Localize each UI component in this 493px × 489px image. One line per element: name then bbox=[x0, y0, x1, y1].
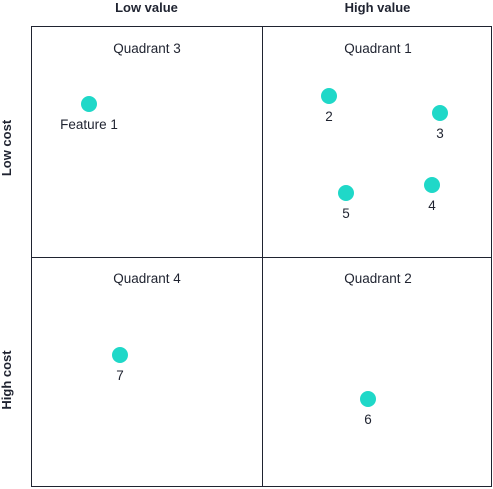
feature-label: 2 bbox=[325, 109, 333, 124]
feature-dot bbox=[112, 347, 128, 363]
feature-label: Feature 1 bbox=[60, 117, 118, 132]
column-header-high-value: High value bbox=[344, 0, 411, 15]
horizontal-divider bbox=[32, 257, 491, 258]
feature-dot bbox=[424, 177, 440, 193]
column-header-low-value: Low value bbox=[115, 0, 178, 15]
row-header-low-cost: Low cost bbox=[0, 119, 14, 177]
feature-dot bbox=[321, 88, 337, 104]
feature-label: 6 bbox=[364, 412, 372, 427]
feature-dot bbox=[81, 96, 97, 112]
feature-label: 7 bbox=[116, 368, 124, 383]
feature-label: 3 bbox=[436, 126, 444, 141]
feature-dot bbox=[338, 185, 354, 201]
quadrant-title-bottom-left: Quadrant 4 bbox=[113, 271, 181, 286]
quadrant-title-top-right: Quadrant 1 bbox=[344, 41, 412, 56]
feature-dot bbox=[360, 391, 376, 407]
quadrant-grid: Quadrant 3 Quadrant 1 Quadrant 4 Quadran… bbox=[31, 26, 492, 487]
feature-label: 5 bbox=[342, 206, 350, 221]
vertical-divider bbox=[262, 27, 263, 486]
quadrant-title-top-left: Quadrant 3 bbox=[113, 41, 181, 56]
quadrant-title-bottom-right: Quadrant 2 bbox=[344, 271, 412, 286]
feature-label: 4 bbox=[428, 198, 436, 213]
row-header-high-cost: High cost bbox=[0, 350, 14, 410]
feature-dot bbox=[432, 105, 448, 121]
